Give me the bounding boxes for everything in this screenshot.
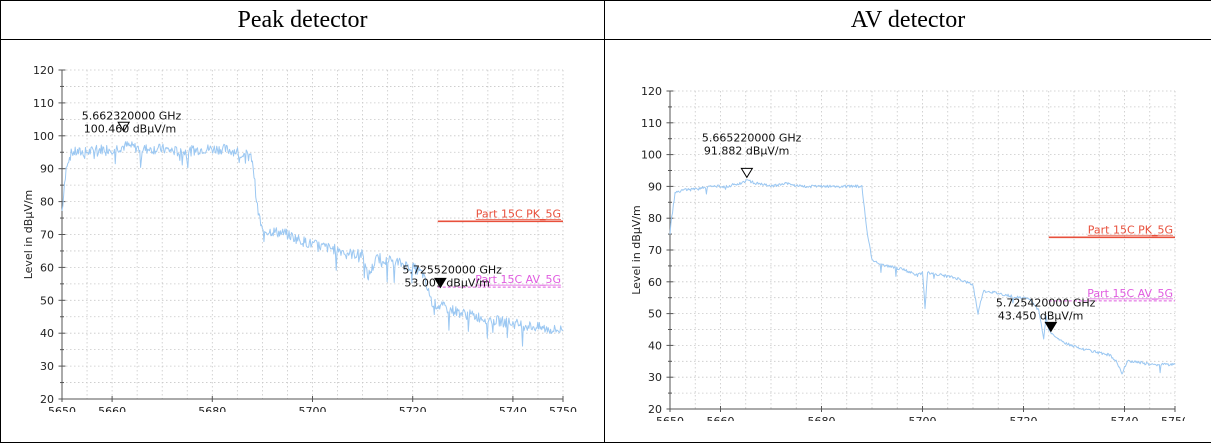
marker-level-label: 91.882 dBµV/m [704, 144, 789, 157]
x-tick-label: 5750 [1161, 415, 1185, 421]
y-tick-label: 40 [648, 339, 662, 352]
y-tick-label: 70 [40, 229, 54, 242]
y-axis-label: Level in dBµV/m [22, 190, 35, 280]
x-tick-label: 5650 [656, 415, 684, 421]
y-tick-label: 30 [648, 371, 662, 384]
x-tick-label: 5680 [198, 405, 226, 412]
x-tick-label: 5750 [549, 405, 577, 412]
marker-1-outline [740, 167, 754, 179]
x-tick-label: 5660 [98, 405, 126, 412]
y-tick-label: 20 [648, 403, 662, 416]
y-tick-label: 80 [648, 212, 662, 225]
y-tick-label: 60 [40, 261, 54, 274]
limit-label-av: Part 15C AV_5G [475, 273, 561, 286]
header-peak-detector: Peak detector [0, 0, 605, 40]
av-detector-chart: 20 30 40 50 60 70 80 90 100 110 120 5650 5660 5680 570… [630, 85, 1185, 421]
limit-label-pk: Part 15C PK_5G [1088, 223, 1173, 236]
marker-2-filled [433, 277, 447, 289]
y-tick-label: 100 [33, 130, 54, 143]
marker-level-label: 43.450 dBµV/m [998, 309, 1083, 322]
y-tick-label: 110 [641, 117, 662, 130]
marker-2-filled [1044, 321, 1058, 333]
header-av-detector: AV detector [604, 0, 1211, 40]
y-tick-label: 80 [40, 196, 54, 209]
y-tick-label: 70 [648, 244, 662, 257]
marker-frequency-label: 5.665220000 GHz [702, 131, 802, 144]
marker-level-label: 53.001 dBµV/m [404, 276, 489, 289]
x-tick-label: 5700 [299, 405, 327, 412]
y-tick-label: 30 [40, 360, 54, 373]
spectrum-trace [61, 141, 564, 347]
x-tick-label: 5720 [1010, 415, 1038, 421]
x-tick-label: 5720 [399, 405, 427, 412]
y-tick-label: 60 [648, 276, 662, 289]
y-tick-label: 90 [648, 180, 662, 193]
x-tick-label: 5740 [499, 405, 527, 412]
peak-detector-chart: 20 30 40 50 60 70 80 90 100 110 120 5650 5660 5680 570… [22, 64, 577, 412]
y-axis-label: Level in dBµV/m [630, 205, 643, 295]
y-tick-label: 40 [40, 327, 54, 340]
marker-frequency-label: 5.725420000 GHz [996, 296, 1096, 309]
x-tick-label: 5650 [48, 405, 76, 412]
y-tick-label: 100 [641, 149, 662, 162]
marker-1-outline [117, 121, 131, 133]
y-tick-label: 90 [40, 163, 54, 176]
limit-label-pk: Part 15C PK_5G [476, 207, 561, 220]
limit-label-av: Part 15C AV_5G [1087, 287, 1173, 300]
y-tick-label: 120 [33, 64, 54, 77]
av-chart-cell: 20 30 40 50 60 70 80 90 100 110 120 5650 5660 5680 570… [604, 39, 1211, 443]
x-tick-label: 5660 [707, 415, 735, 421]
marker-level-label: 100.460 dBµV/m [84, 122, 176, 135]
marker-frequency-label: 5.662320000 GHz [82, 109, 182, 122]
marker-frequency-label: 5.725520000 GHz [402, 263, 502, 276]
y-tick-label: 110 [33, 97, 54, 110]
y-tick-label: 50 [40, 294, 54, 307]
x-tick-label: 5700 [909, 415, 937, 421]
y-tick-label: 120 [641, 85, 662, 98]
y-tick-label: 50 [648, 308, 662, 321]
y-tick-label: 20 [40, 393, 54, 406]
x-tick-label: 5740 [1111, 415, 1139, 421]
peak-chart-cell: 20 30 40 50 60 70 80 90 100 110 120 5650 5660 5680 570… [0, 39, 605, 443]
x-tick-label: 5680 [808, 415, 836, 421]
spectrum-trace [669, 179, 1176, 375]
